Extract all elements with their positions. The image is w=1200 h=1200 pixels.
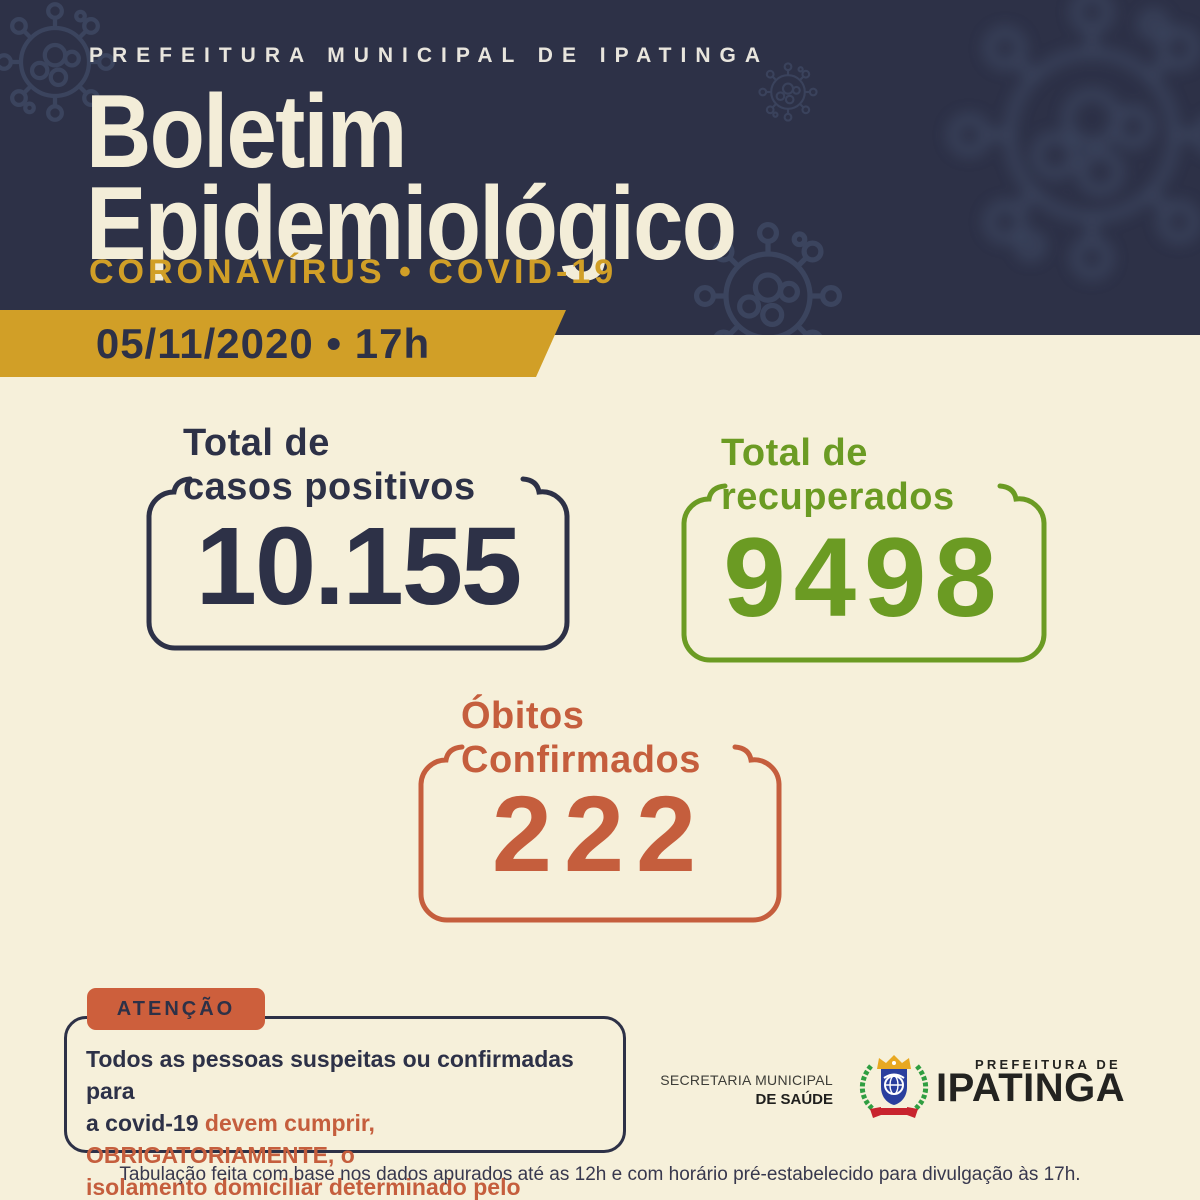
disclaimer-text: Tabulação feita com base nos dados apura… <box>119 1164 1081 1185</box>
deaths-value: 222 <box>491 773 709 894</box>
attention-tag: ATENÇÃO <box>87 988 265 1030</box>
deaths-frame <box>418 744 782 923</box>
date-banner-text: 05/11/2020 • 17h <box>95 319 431 367</box>
tagline: PREFEITURA MUNICIPAL DE IPATINGA <box>89 44 770 67</box>
attention-line2-dark: a covid-19 <box>86 1110 205 1136</box>
recovered-frame <box>681 483 1047 663</box>
header: PREFEITURA MUNICIPAL DE IPATINGA Boletim… <box>0 0 1200 335</box>
subtitle: CORONAVÍRUS • COVID-19 <box>89 253 618 291</box>
attention-line3: isolamento domiciliar determinado pelo m… <box>86 1174 521 1200</box>
page-title: Boletim Epidemiológico <box>86 80 737 276</box>
attention-line2-accent: devem cumprir, OBRIGATORIAMENTE, o <box>86 1110 375 1168</box>
attention-line1: Todos as pessoas suspeitas ou confirmada… <box>86 1046 574 1104</box>
recovered-label: Total de recuperados <box>721 432 955 518</box>
ipatinga-wordmark: IPATINGA <box>936 1066 1126 1110</box>
attention-box <box>64 1016 626 1153</box>
title-line-2: Epidemiológico <box>86 166 737 282</box>
ipatinga-coat-of-arms <box>859 1055 929 1118</box>
recovered-value: 9498 <box>723 515 1005 640</box>
positive-cases-label: Total de casos positivos <box>183 422 476 508</box>
deaths-label: Óbitos Confirmados <box>461 695 701 781</box>
positive-cases-value: 10.155 <box>195 505 522 628</box>
health-secretary-label: SECRETARIA MUNICIPAL DE SAÚDE <box>660 1072 833 1108</box>
date-banner: 05/11/2020 • 17h <box>0 310 566 377</box>
attention-text: Todos as pessoas suspeitas ou confirmada… <box>86 1043 606 1200</box>
prefeitura-de-label: PREFEITURA DE <box>975 1057 1121 1072</box>
title-line-1: Boletim <box>86 74 407 190</box>
positive-cases-frame <box>146 476 570 651</box>
